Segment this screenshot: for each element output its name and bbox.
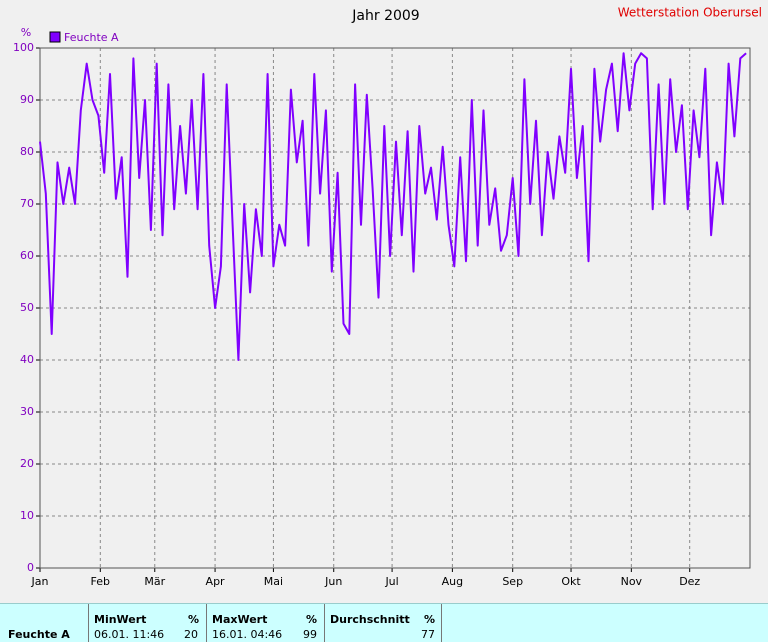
y-tick-label: 30 bbox=[20, 405, 34, 418]
x-tick-label: Mai bbox=[264, 575, 283, 588]
data-line bbox=[39, 52, 747, 361]
x-tick-label: Aug bbox=[442, 575, 463, 588]
row-label: Feuchte A bbox=[8, 628, 70, 641]
col-value: 99 bbox=[303, 628, 317, 641]
col-value: 77 bbox=[421, 628, 435, 641]
chart: Jahr 2009 Wetterstation Oberursel % Feuc… bbox=[13, 6, 762, 589]
x-tick-label: Mär bbox=[144, 575, 165, 588]
y-unit: % bbox=[21, 26, 31, 39]
col-value: 20 bbox=[184, 628, 198, 641]
separator bbox=[441, 604, 442, 642]
separator bbox=[88, 604, 89, 642]
x-tick-label: Nov bbox=[621, 575, 643, 588]
y-tick-label: 80 bbox=[20, 145, 34, 158]
y-tick-label: 100 bbox=[13, 41, 34, 54]
stats-table: Feuchte A MinWert % 06.01. 11:46 20 MaxW… bbox=[0, 603, 768, 642]
x-tick-label: Jul bbox=[384, 575, 398, 588]
x-tick-label: Sep bbox=[502, 575, 523, 588]
legend-label: Feuchte A bbox=[64, 31, 119, 44]
x-tick-label: Feb bbox=[91, 575, 110, 588]
legend-swatch bbox=[49, 31, 61, 43]
y-tick-label: 90 bbox=[20, 93, 34, 106]
x-tick-label: Apr bbox=[206, 575, 226, 588]
x-tick-label: Dez bbox=[679, 575, 700, 588]
col-unit: % bbox=[306, 613, 318, 626]
y-tick-label: 10 bbox=[20, 509, 34, 522]
y-tick-label: 60 bbox=[20, 249, 34, 262]
col-time: 16.01. 04:46 bbox=[212, 628, 283, 641]
col-unit: % bbox=[424, 613, 436, 626]
y-tick-label: 70 bbox=[20, 197, 34, 210]
x-tick-label: Okt bbox=[561, 575, 581, 588]
x-tick-label: Jun bbox=[324, 575, 342, 588]
y-tick-label: 50 bbox=[20, 301, 34, 314]
col-unit: % bbox=[188, 613, 200, 626]
station-name: Wetterstation Oberursel bbox=[618, 6, 762, 20]
col-time: 06.01. 11:46 bbox=[94, 628, 165, 641]
plot-border bbox=[39, 47, 751, 569]
col-header: MaxWert bbox=[212, 613, 268, 626]
x-tick-label: Jan bbox=[31, 575, 49, 588]
separator bbox=[206, 604, 207, 642]
separator bbox=[324, 604, 325, 642]
col-header: MinWert bbox=[94, 613, 147, 626]
y-tick-label: 0 bbox=[27, 561, 34, 574]
chart-title: Jahr 2009 bbox=[351, 8, 419, 24]
col-header: Durchschnitt bbox=[330, 613, 410, 626]
y-tick-label: 40 bbox=[20, 353, 34, 366]
y-tick-label: 20 bbox=[20, 457, 34, 470]
